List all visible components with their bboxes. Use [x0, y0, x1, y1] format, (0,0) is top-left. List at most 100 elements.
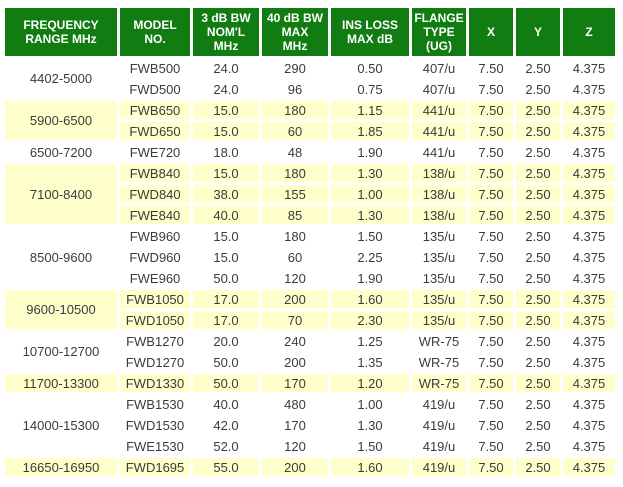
- cell-flange-type-ug: 441/u: [412, 101, 466, 119]
- cell-y: 2.50: [516, 122, 560, 140]
- cell-z: 4.375: [563, 269, 615, 287]
- cell-ins-loss-max-db: 0.75: [331, 80, 409, 98]
- cell-ins-loss-max-db: 1.50: [331, 437, 409, 455]
- cell-model-no: FWB650: [120, 101, 190, 119]
- cell-y: 2.50: [516, 374, 560, 392]
- table-row: 4402-5000 FWB500 24.0 290 0.50 407/u 7.50 2.50 4…: [5, 59, 615, 98]
- cell-y: 2.50: [516, 332, 560, 350]
- cell-model-no: FWD1330: [120, 374, 190, 392]
- cell-model-no: FWB1530: [120, 395, 190, 413]
- cell-model-no: FWE1530: [120, 437, 190, 455]
- table-row: FWE840 40.0 85 1.30 138/u 7.50 2.50 4.375: [5, 206, 615, 224]
- cell-z: 4.375: [563, 374, 615, 392]
- cell-y: 2.50: [516, 248, 560, 266]
- cell-y: 2.50: [516, 227, 560, 245]
- table-row: 11700-13300 FWD1330 50.0 170 1.20 WR-75 7.50 2.…: [5, 374, 615, 392]
- cell-flange-type-ug: 441/u: [412, 122, 466, 140]
- cell-x: 7.50: [469, 143, 513, 161]
- cell-x: 7.50: [469, 269, 513, 287]
- cell-bw-3db-noml-mhz: 15.0: [193, 122, 259, 140]
- table-row: FWD650 15.0 60 1.85 441/u 7.50 2.50 4.375: [5, 122, 615, 140]
- cell-model-no: FWD1270: [120, 353, 190, 371]
- cell-z: 4.375: [563, 185, 615, 203]
- cell-frequency-range: 14000-15300: [5, 395, 117, 455]
- cell-y: 2.50: [516, 416, 560, 434]
- cell-bw-40db-max-mhz: 155: [262, 185, 328, 203]
- cell-z: 4.375: [563, 59, 615, 77]
- cell-x: 7.50: [469, 458, 513, 476]
- cell-flange-type-ug: 138/u: [412, 206, 466, 224]
- cell-bw-3db-noml-mhz: 15.0: [193, 248, 259, 266]
- cell-model-no: FWB1270: [120, 332, 190, 350]
- cell-bw-3db-noml-mhz: 55.0: [193, 458, 259, 476]
- cell-flange-type-ug: 135/u: [412, 311, 466, 329]
- cell-bw-3db-noml-mhz: 17.0: [193, 290, 259, 308]
- cell-ins-loss-max-db: 1.30: [331, 206, 409, 224]
- cell-y: 2.50: [516, 311, 560, 329]
- cell-bw-3db-noml-mhz: 17.0: [193, 311, 259, 329]
- cell-frequency-range: 5900-6500: [5, 101, 117, 140]
- cell-bw-3db-noml-mhz: 18.0: [193, 143, 259, 161]
- cell-z: 4.375: [563, 143, 615, 161]
- cell-ins-loss-max-db: 1.85: [331, 122, 409, 140]
- cell-bw-3db-noml-mhz: 20.0: [193, 332, 259, 350]
- cell-ins-loss-max-db: 1.35: [331, 353, 409, 371]
- table-row: FWD1050 17.0 70 2.30 135/u 7.50 2.50 4.375: [5, 311, 615, 329]
- cell-x: 7.50: [469, 395, 513, 413]
- column-header-ins-loss: INS LOSS MAX dB: [331, 8, 409, 56]
- table-row: 9600-10500 FWB1050 17.0 200 1.60 135/u 7.50 2.5…: [5, 290, 615, 329]
- cell-model-no: FWD1050: [120, 311, 190, 329]
- cell-model-no: FWD650: [120, 122, 190, 140]
- cell-y: 2.50: [516, 458, 560, 476]
- cell-bw-40db-max-mhz: 96: [262, 80, 328, 98]
- cell-model-no: FWD500: [120, 80, 190, 98]
- cell-bw-40db-max-mhz: 200: [262, 458, 328, 476]
- cell-x: 7.50: [469, 164, 513, 182]
- column-header-frequency-range: FREQUENCY RANGE MHz: [5, 8, 117, 56]
- cell-frequency-range: 7100-8400: [5, 164, 117, 224]
- cell-flange-type-ug: WR-75: [412, 374, 466, 392]
- cell-model-no: FWB1050: [120, 290, 190, 308]
- cell-bw-40db-max-mhz: 60: [262, 248, 328, 266]
- cell-ins-loss-max-db: 1.90: [331, 143, 409, 161]
- cell-ins-loss-max-db: 1.00: [331, 185, 409, 203]
- cell-model-no: FWB960: [120, 227, 190, 245]
- cell-z: 4.375: [563, 458, 615, 476]
- cell-z: 4.375: [563, 416, 615, 434]
- cell-x: 7.50: [469, 185, 513, 203]
- cell-z: 4.375: [563, 164, 615, 182]
- table-row: 7100-8400 FWB840 15.0 180 1.30 138/u 7.50 2.50 4…: [5, 164, 615, 224]
- cell-y: 2.50: [516, 269, 560, 287]
- column-header-z: Z: [563, 8, 615, 56]
- table-row: 5900-6500 FWB650 15.0 180 1.15 441/u 7.50 2.50 4…: [5, 101, 615, 140]
- column-header-y: Y: [516, 8, 560, 56]
- cell-y: 2.50: [516, 290, 560, 308]
- cell-bw-3db-noml-mhz: 50.0: [193, 374, 259, 392]
- table-row: 6500-7200 FWE720 18.0 48 1.90 441/u 7.50 2.50 4.…: [5, 143, 615, 161]
- cell-z: 4.375: [563, 332, 615, 350]
- cell-z: 4.375: [563, 311, 615, 329]
- cell-ins-loss-max-db: 0.50: [331, 59, 409, 77]
- table-body: 4402-5000 FWB500 24.0 290 0.50 407/u 7.50 2.50 4…: [5, 59, 615, 476]
- cell-y: 2.50: [516, 206, 560, 224]
- cell-ins-loss-max-db: 1.90: [331, 269, 409, 287]
- cell-model-no: FWD840: [120, 185, 190, 203]
- cell-bw-40db-max-mhz: 200: [262, 290, 328, 308]
- cell-model-no: FWD1530: [120, 416, 190, 434]
- cell-y: 2.50: [516, 185, 560, 203]
- cell-y: 2.50: [516, 143, 560, 161]
- cell-y: 2.50: [516, 101, 560, 119]
- cell-model-no: FWB840: [120, 164, 190, 182]
- cell-model-no: FWB500: [120, 59, 190, 77]
- cell-x: 7.50: [469, 353, 513, 371]
- cell-flange-type-ug: 441/u: [412, 143, 466, 161]
- cell-model-no: FWD960: [120, 248, 190, 266]
- cell-ins-loss-max-db: 1.30: [331, 164, 409, 182]
- cell-z: 4.375: [563, 248, 615, 266]
- cell-flange-type-ug: WR-75: [412, 332, 466, 350]
- cell-model-no: FWE840: [120, 206, 190, 224]
- cell-model-no: FWD1695: [120, 458, 190, 476]
- cell-y: 2.50: [516, 353, 560, 371]
- cell-flange-type-ug: 135/u: [412, 227, 466, 245]
- cell-ins-loss-max-db: 1.60: [331, 290, 409, 308]
